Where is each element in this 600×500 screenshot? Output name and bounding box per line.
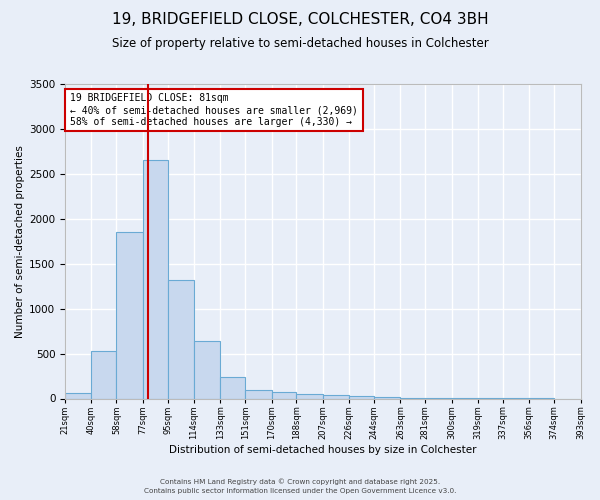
Text: 19, BRIDGEFIELD CLOSE, COLCHESTER, CO4 3BH: 19, BRIDGEFIELD CLOSE, COLCHESTER, CO4 3… [112, 12, 488, 28]
Text: Contains HM Land Registry data © Crown copyright and database right 2025.: Contains HM Land Registry data © Crown c… [160, 478, 440, 485]
Bar [143, 160, 167, 398]
Bar [65, 393, 91, 398]
Y-axis label: Number of semi-detached properties: Number of semi-detached properties [15, 145, 25, 338]
Bar [91, 352, 116, 399]
Bar [374, 397, 400, 398]
Bar [167, 280, 194, 398]
Text: 19 BRIDGEFIELD CLOSE: 81sqm
← 40% of semi-detached houses are smaller (2,969)
58: 19 BRIDGEFIELD CLOSE: 81sqm ← 40% of sem… [70, 94, 358, 126]
Bar [116, 232, 143, 398]
Bar [349, 396, 374, 398]
Bar [296, 394, 323, 398]
Bar [323, 395, 349, 398]
X-axis label: Distribution of semi-detached houses by size in Colchester: Distribution of semi-detached houses by … [169, 445, 476, 455]
Text: Contains public sector information licensed under the Open Government Licence v3: Contains public sector information licen… [144, 488, 456, 494]
Bar [245, 390, 272, 398]
Bar [220, 377, 245, 398]
Text: Size of property relative to semi-detached houses in Colchester: Size of property relative to semi-detach… [112, 38, 488, 51]
Bar [194, 341, 220, 398]
Bar [272, 392, 296, 398]
